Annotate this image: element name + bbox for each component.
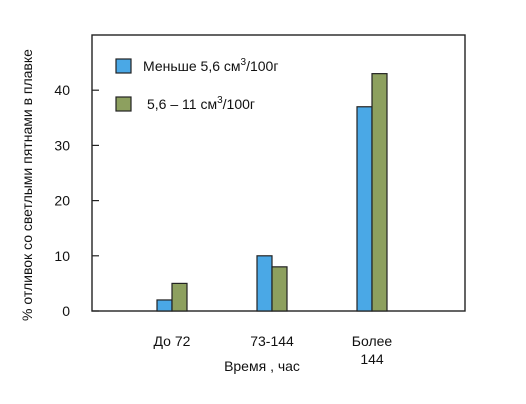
x-tick-label: До 72 xyxy=(154,333,191,349)
legend-label: 5,6 – 11 см3/100г xyxy=(147,95,255,112)
x-tick-label: Более xyxy=(352,333,393,349)
legend-swatch xyxy=(115,96,132,112)
y-tick-label: 10 xyxy=(54,248,70,264)
x-axis: До 72 73-144 Более 144 xyxy=(154,333,393,367)
x-axis-label: Время , час xyxy=(224,358,300,374)
x-tick-label: 73-144 xyxy=(250,333,294,349)
bars xyxy=(156,73,388,312)
bar xyxy=(171,282,188,312)
y-tick-label: 30 xyxy=(54,137,70,153)
bar xyxy=(371,73,388,312)
legend: Меньше 5,6 см3/100г 5,6 – 11 см3/100г xyxy=(115,57,278,112)
bar xyxy=(356,106,373,312)
bar xyxy=(271,266,288,312)
y-tick-label: 40 xyxy=(54,82,70,98)
x-tick-label: 144 xyxy=(360,351,384,367)
y-tick-label: 0 xyxy=(62,303,70,319)
y-tick-label: 20 xyxy=(54,193,70,209)
y-axis: 0 10 20 30 40 xyxy=(54,82,99,319)
legend-swatch xyxy=(115,58,132,74)
bar xyxy=(256,255,273,312)
legend-label: Меньше 5,6 см3/100г xyxy=(143,57,278,74)
y-axis-label: % отливок со светлыми пятнами в плавке xyxy=(19,49,35,321)
bar xyxy=(156,299,173,312)
